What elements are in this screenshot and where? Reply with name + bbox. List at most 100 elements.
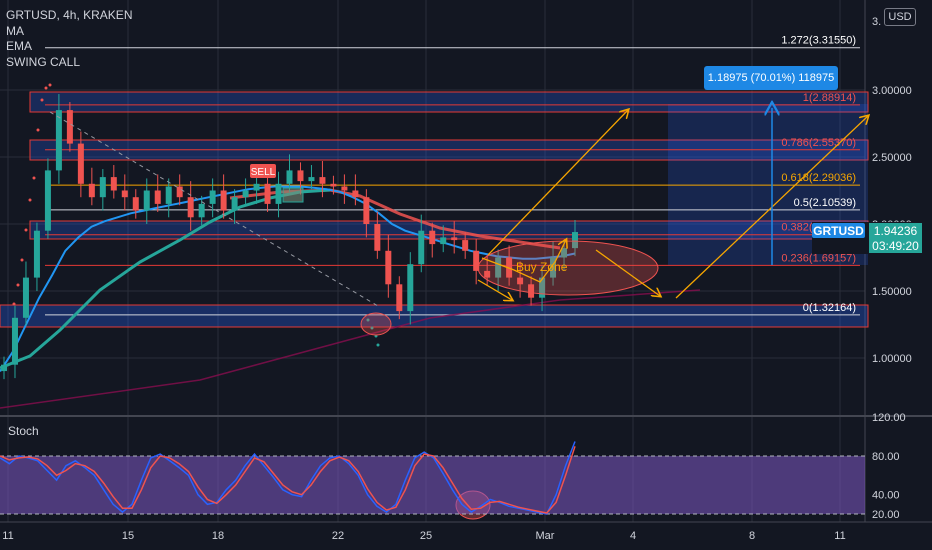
candle-body xyxy=(297,170,304,182)
time-tick-label: Mar xyxy=(536,530,555,542)
candle-body xyxy=(132,197,139,211)
indicator-ma[interactable]: MA xyxy=(6,23,24,38)
candle-body xyxy=(121,190,128,198)
candle-body xyxy=(209,190,216,204)
stoch-tick-label: 80.00 xyxy=(872,451,900,463)
candle-body xyxy=(187,197,194,218)
candle-body xyxy=(418,230,425,265)
candle-body xyxy=(308,177,315,182)
stoch-lines xyxy=(0,441,576,515)
candle-body xyxy=(44,170,51,231)
candle-body xyxy=(33,230,40,278)
last-price-value: 1.94236 xyxy=(869,223,922,238)
stoch-axis: 20.00 40.00 80.00 120.00 xyxy=(872,412,906,521)
candle-body xyxy=(440,237,447,245)
swing-call-dots xyxy=(12,83,52,306)
low-ellipse[interactable] xyxy=(360,312,392,336)
candle-body xyxy=(275,183,282,204)
candle-body xyxy=(473,250,480,271)
candle-body xyxy=(1,364,7,372)
candle-body xyxy=(363,197,370,224)
candle-body xyxy=(495,257,502,278)
fib-label: 0.236(1.69157) xyxy=(781,252,856,264)
candle-body xyxy=(352,190,359,198)
candle-body xyxy=(88,183,95,198)
stoch-indicator-label[interactable]: Stoch xyxy=(8,424,39,438)
time-tick-label: 11 xyxy=(834,530,845,542)
stoch-series-line xyxy=(0,446,576,514)
candle-body xyxy=(451,237,458,241)
zone-top xyxy=(29,91,869,113)
price-tick-label: 3. xyxy=(872,16,881,28)
candle-body xyxy=(253,183,260,191)
stoch-tick-label: 120.00 xyxy=(872,412,906,424)
candle-body xyxy=(198,203,205,218)
candle-body xyxy=(385,250,392,285)
stoch-series-line xyxy=(0,441,576,515)
fib-label: 1(2.88914) xyxy=(803,92,856,104)
zone-bottom xyxy=(0,304,869,328)
entry-marker xyxy=(282,187,304,203)
time-tick-label: 15 xyxy=(122,530,134,542)
candle-body xyxy=(319,177,326,184)
fib-label: 1.272(3.31550) xyxy=(781,35,856,47)
candle-body xyxy=(550,257,557,278)
candle-body xyxy=(143,190,150,211)
candle-body xyxy=(374,224,381,251)
candle-body xyxy=(517,277,524,285)
time-tick-label: 22 xyxy=(332,530,344,542)
candle-body xyxy=(154,190,161,204)
candle-body xyxy=(22,277,29,318)
stoch-tick-label: 40.00 xyxy=(872,490,900,502)
candle-body xyxy=(429,230,436,245)
candle-body xyxy=(11,317,18,365)
symbol-line[interactable]: GRTUSD, 4h, KRAKEN xyxy=(6,8,133,22)
candle-body xyxy=(66,110,73,144)
fib-label: 0.618(2.29036) xyxy=(781,172,856,184)
buy-zone-label: Buy Zone xyxy=(516,260,568,274)
horizontal-grid xyxy=(0,89,865,359)
price-tick-label: 1.50000 xyxy=(872,286,912,298)
stoch-tick-label: 20.00 xyxy=(872,509,900,521)
sell-marker xyxy=(250,164,276,178)
candle-body xyxy=(55,110,62,171)
bar-countdown: 03:49:20 xyxy=(869,238,922,253)
candle-body xyxy=(99,177,106,198)
measure-label: 1.18975 (70.01%) 118975 xyxy=(704,66,838,90)
candle-body xyxy=(264,183,271,204)
candle-body xyxy=(341,186,348,191)
candle-body xyxy=(462,240,469,251)
price-tick-label: 2.50000 xyxy=(872,152,912,164)
candle-body xyxy=(165,186,172,204)
last-price-tag: GRTUSD 1.94236 03:49:20 xyxy=(812,222,922,254)
candle-body xyxy=(286,170,293,184)
price-tick-label: 1.00000 xyxy=(872,353,912,365)
indicator-swing-call[interactable]: SWING CALL xyxy=(6,54,81,69)
time-tick-label: 18 xyxy=(212,530,224,542)
candle-body xyxy=(561,248,568,258)
time-axis[interactable]: 11 15 18 22 25 Mar 4 8 11 xyxy=(2,530,845,542)
buy-zone-ellipse[interactable] xyxy=(477,240,659,296)
candle-body xyxy=(539,277,546,298)
candle-body xyxy=(330,183,337,187)
time-tick-label: 4 xyxy=(630,530,636,542)
time-tick-label: 11 xyxy=(2,530,13,542)
candle-body xyxy=(484,270,491,278)
candle-body xyxy=(231,197,238,211)
price-tick-label: 3.00000 xyxy=(872,85,912,97)
candle-body xyxy=(528,284,535,298)
long-ma-line xyxy=(0,289,701,409)
time-tick-label: 8 xyxy=(749,530,755,542)
time-tick-label: 25 xyxy=(420,530,432,542)
candle-body xyxy=(77,143,84,184)
candle-body xyxy=(572,232,578,249)
currency-button[interactable]: USD xyxy=(884,8,916,26)
candle-body xyxy=(242,190,249,198)
sell-marker-label: SELL xyxy=(251,167,276,178)
indicator-ema[interactable]: EMA xyxy=(6,39,33,53)
candle-body xyxy=(396,284,403,312)
candle-body xyxy=(220,190,227,211)
last-price-symbol: GRTUSD xyxy=(812,223,865,238)
fib-label: 0(1.32164) xyxy=(803,302,856,314)
